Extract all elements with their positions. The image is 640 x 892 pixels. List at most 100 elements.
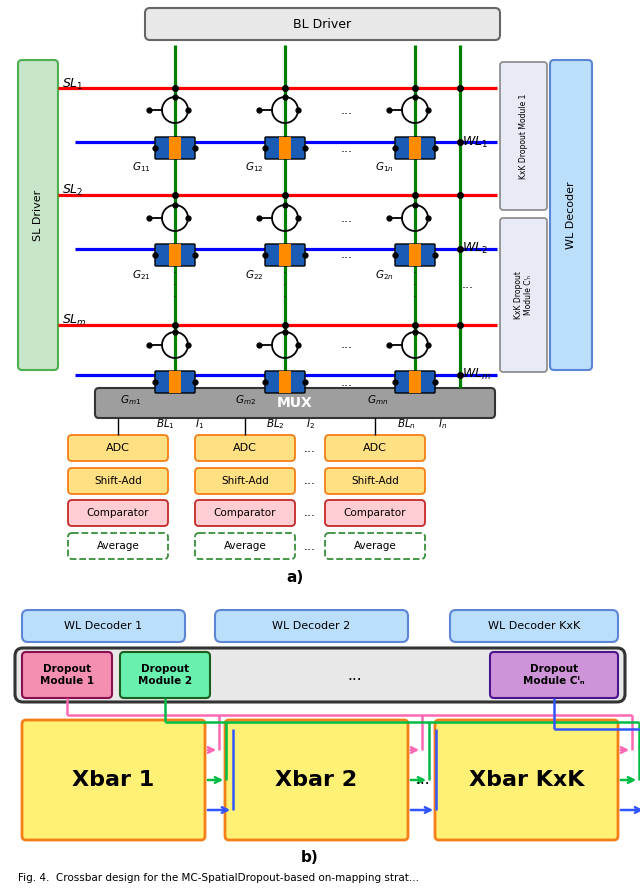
FancyBboxPatch shape (155, 137, 195, 159)
FancyBboxPatch shape (145, 8, 500, 40)
Text: $WL_2$: $WL_2$ (462, 241, 488, 255)
FancyBboxPatch shape (95, 388, 495, 418)
FancyBboxPatch shape (500, 62, 547, 210)
Text: $G_{mn}$: $G_{mn}$ (367, 393, 388, 407)
FancyBboxPatch shape (15, 648, 625, 702)
FancyBboxPatch shape (120, 652, 210, 698)
Text: a): a) (286, 571, 303, 585)
FancyBboxPatch shape (215, 610, 408, 642)
Text: ...: ... (304, 507, 316, 519)
FancyBboxPatch shape (155, 371, 195, 393)
FancyBboxPatch shape (68, 533, 168, 559)
FancyBboxPatch shape (265, 371, 305, 393)
Bar (169, 371, 181, 393)
FancyBboxPatch shape (325, 435, 425, 461)
Text: $G_{m1}$: $G_{m1}$ (120, 393, 141, 407)
Text: Shift-Add: Shift-Add (94, 476, 142, 486)
Text: KxK Dropout Module 1: KxK Dropout Module 1 (519, 94, 528, 178)
FancyBboxPatch shape (22, 610, 185, 642)
FancyBboxPatch shape (68, 468, 168, 494)
Text: ...: ... (304, 442, 316, 455)
Text: $G_{22}$: $G_{22}$ (245, 268, 264, 282)
FancyBboxPatch shape (195, 435, 295, 461)
Text: ...: ... (304, 540, 316, 552)
Text: Average: Average (354, 541, 396, 551)
FancyBboxPatch shape (265, 244, 305, 266)
Text: Average: Average (97, 541, 140, 551)
Text: ...: ... (341, 211, 353, 225)
Text: ADC: ADC (233, 443, 257, 453)
Text: b): b) (301, 850, 319, 865)
FancyBboxPatch shape (22, 652, 112, 698)
Text: Comparator: Comparator (87, 508, 149, 518)
Text: ...: ... (341, 338, 353, 351)
Text: Shift-Add: Shift-Add (351, 476, 399, 486)
Text: ADC: ADC (106, 443, 130, 453)
Text: ADC: ADC (363, 443, 387, 453)
Text: WL Decoder: WL Decoder (566, 181, 576, 249)
Text: Comparator: Comparator (344, 508, 406, 518)
Text: ...: ... (341, 376, 353, 389)
Text: ...: ... (341, 249, 353, 261)
Text: SL Driver: SL Driver (33, 189, 43, 241)
Text: Dropout
Module Cᴵₙ: Dropout Module Cᴵₙ (523, 665, 585, 686)
FancyBboxPatch shape (325, 533, 425, 559)
Text: $I_2$: $I_2$ (305, 417, 314, 431)
Text: ·
·
·: · · · (173, 268, 177, 301)
FancyBboxPatch shape (22, 720, 205, 840)
Text: ·
·
·: · · · (413, 268, 417, 301)
Text: Dropout
Module 2: Dropout Module 2 (138, 665, 192, 686)
Bar (279, 244, 291, 266)
Text: Fig. 4.  Crossbar design for the MC-SpatialDropout-based on-mapping strat...: Fig. 4. Crossbar design for the MC-Spati… (18, 873, 419, 883)
Text: MUX: MUX (277, 396, 313, 410)
FancyBboxPatch shape (325, 500, 425, 526)
Text: ...: ... (416, 772, 430, 788)
Text: Average: Average (223, 541, 266, 551)
Bar (279, 137, 291, 159)
Text: $G_{m2}$: $G_{m2}$ (235, 393, 256, 407)
Text: KxK Dropout
Module Cᴵₙ: KxK Dropout Module Cᴵₙ (514, 271, 533, 319)
Bar (279, 371, 291, 393)
FancyBboxPatch shape (550, 60, 592, 370)
Text: $WL_1$: $WL_1$ (462, 135, 488, 150)
Text: Shift-Add: Shift-Add (221, 476, 269, 486)
FancyBboxPatch shape (490, 652, 618, 698)
Bar (409, 244, 421, 266)
Text: $SL_m$: $SL_m$ (62, 312, 87, 327)
Text: Xbar 1: Xbar 1 (72, 770, 155, 790)
Bar (409, 371, 421, 393)
FancyBboxPatch shape (195, 533, 295, 559)
Text: $G_{2n}$: $G_{2n}$ (375, 268, 394, 282)
FancyBboxPatch shape (450, 610, 618, 642)
Bar (169, 137, 181, 159)
Text: $BL_1$: $BL_1$ (156, 417, 175, 431)
Text: $BL_2$: $BL_2$ (266, 417, 284, 431)
Text: $I_1$: $I_1$ (195, 417, 205, 431)
FancyBboxPatch shape (265, 137, 305, 159)
FancyBboxPatch shape (18, 60, 58, 370)
Text: $SL_2$: $SL_2$ (62, 183, 83, 197)
Text: Dropout
Module 1: Dropout Module 1 (40, 665, 94, 686)
FancyBboxPatch shape (225, 720, 408, 840)
FancyBboxPatch shape (395, 244, 435, 266)
Text: Comparator: Comparator (214, 508, 276, 518)
Text: ...: ... (341, 142, 353, 154)
Text: $BL_n$: $BL_n$ (397, 417, 417, 431)
Text: ·
·
·: · · · (283, 268, 287, 301)
FancyBboxPatch shape (500, 218, 547, 372)
Bar (409, 137, 421, 159)
Text: $G_{12}$: $G_{12}$ (245, 160, 264, 174)
Text: Xbar 2: Xbar 2 (275, 770, 358, 790)
FancyBboxPatch shape (195, 468, 295, 494)
FancyBboxPatch shape (435, 720, 618, 840)
Text: ...: ... (462, 278, 474, 292)
Text: $G_{11}$: $G_{11}$ (132, 160, 150, 174)
FancyBboxPatch shape (395, 371, 435, 393)
Text: $SL_1$: $SL_1$ (62, 77, 84, 92)
Text: ...: ... (341, 103, 353, 117)
Text: ...: ... (304, 475, 316, 488)
Text: Xbar KxK: Xbar KxK (469, 770, 584, 790)
FancyBboxPatch shape (68, 500, 168, 526)
FancyBboxPatch shape (68, 435, 168, 461)
FancyBboxPatch shape (325, 468, 425, 494)
